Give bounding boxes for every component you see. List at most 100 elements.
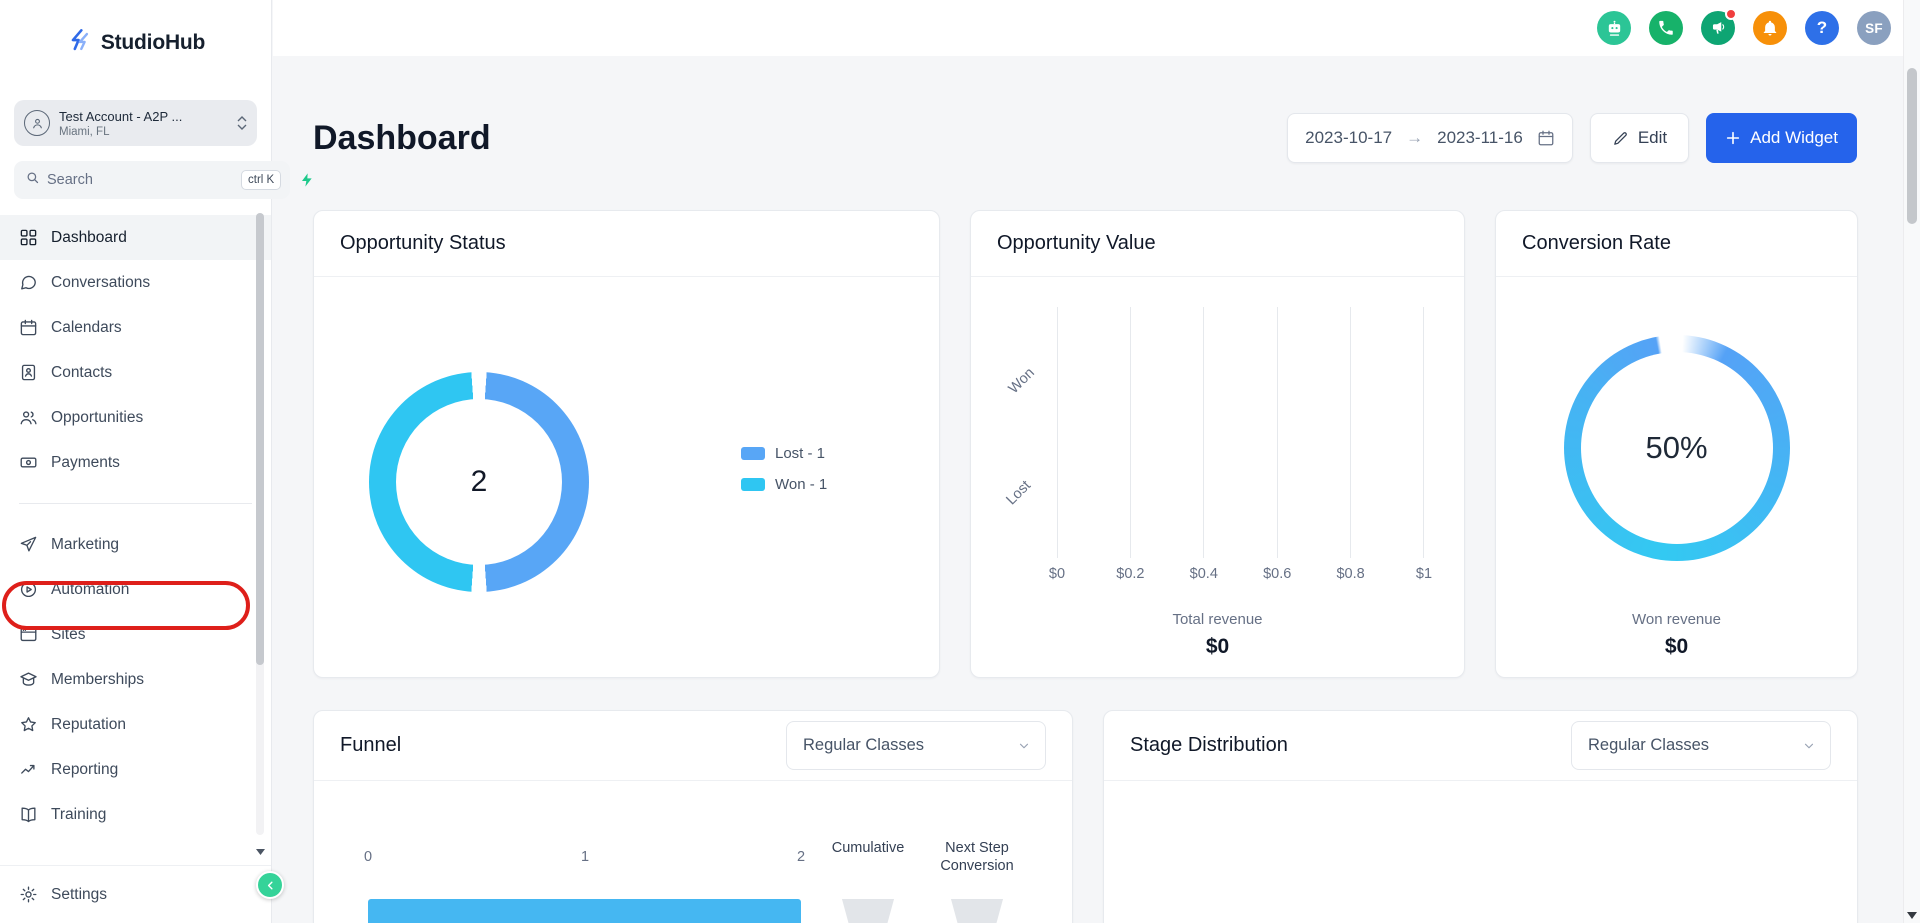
calendar-icon bbox=[19, 318, 38, 337]
trend-up-icon bbox=[19, 760, 38, 779]
sidebar-item-marketing[interactable]: Marketing bbox=[0, 522, 271, 567]
date-end: 2023-11-16 bbox=[1437, 128, 1523, 147]
play-circle-icon bbox=[19, 580, 38, 599]
sidebar-item-dashboard[interactable]: Dashboard bbox=[0, 215, 271, 260]
robot-icon bbox=[1608, 20, 1620, 36]
question-mark-icon: ? bbox=[1816, 18, 1828, 37]
search-icon bbox=[25, 170, 40, 190]
stage-distribution-filter-select[interactable]: Regular Classes bbox=[1571, 721, 1831, 770]
sidebar-item-label: Contacts bbox=[51, 363, 113, 381]
card-body: 0 1 2 Cumulative Next Step Conversion bbox=[314, 781, 1072, 923]
quick-actions-button[interactable] bbox=[299, 171, 315, 189]
chart-footer: Won revenue $0 bbox=[1496, 611, 1857, 659]
sidebar-item-training[interactable]: Training bbox=[0, 792, 271, 837]
funnel-x-tick: 2 bbox=[796, 849, 806, 865]
announcements-button[interactable] bbox=[1701, 8, 1737, 45]
sidebar-item-label: Marketing bbox=[51, 535, 120, 553]
browser-window-icon bbox=[19, 625, 38, 644]
search-box[interactable]: ctrl K bbox=[14, 161, 291, 199]
account-chevron-updown-icon bbox=[237, 116, 247, 130]
card-title: Conversion Rate bbox=[1522, 232, 1671, 254]
card-body: 50% Won revenue $0 bbox=[1496, 277, 1857, 677]
sidebar-item-reporting[interactable]: Reporting bbox=[0, 747, 271, 792]
paper-plane-icon bbox=[19, 535, 38, 554]
sidebar-collapse-button[interactable] bbox=[256, 871, 284, 899]
sidebar-item-payments[interactable]: Payments bbox=[0, 440, 271, 485]
sidebar-item-label: Memberships bbox=[51, 670, 145, 688]
x-tick: $0.2 bbox=[1116, 566, 1145, 582]
sidebar-item-settings[interactable]: Settings bbox=[0, 865, 271, 923]
chart-footer: Total revenue $0 bbox=[971, 611, 1464, 659]
sidebar-nav: Dashboard Conversations Calendars bbox=[0, 211, 271, 865]
sidebar-item-calendars[interactable]: Calendars bbox=[0, 305, 271, 350]
card-body: Won Lost $0 $0.2 $0.4 $0.6 $0.8 $1 Total… bbox=[971, 277, 1464, 677]
funnel-column-header: Cumulative bbox=[831, 840, 905, 856]
sidebar-scrollbar-thumb[interactable] bbox=[256, 213, 264, 665]
sidebar-item-label: Reputation bbox=[51, 715, 126, 733]
y-axis-label: Won bbox=[1005, 364, 1038, 398]
footer-value: $0 bbox=[1664, 635, 1689, 658]
card-title: Opportunity Status bbox=[340, 232, 506, 254]
brand-name: StudioHub bbox=[100, 31, 206, 54]
conversion-rate-card: Conversion Rate 50% Won revenue $0 bbox=[1495, 210, 1858, 678]
funnel-card: Funnel Regular Classes 0 1 2 Cumulative … bbox=[313, 710, 1073, 923]
widgets-row-2: Funnel Regular Classes 0 1 2 Cumulative … bbox=[313, 710, 1858, 923]
calendar-icon bbox=[1537, 129, 1555, 147]
select-value: Regular Classes bbox=[1588, 736, 1710, 754]
sidebar-item-label: Training bbox=[51, 805, 107, 823]
help-button[interactable]: ? bbox=[1805, 11, 1839, 45]
account-avatar-icon bbox=[24, 110, 50, 136]
legend-item: Won - 1 bbox=[741, 476, 827, 493]
search-shortcut: ctrl K bbox=[241, 170, 282, 190]
page-header: Dashboard 2023-10-17 → 2023-11-16 Edit A… bbox=[313, 113, 1857, 163]
ai-agent-button[interactable] bbox=[1597, 11, 1631, 45]
card-header: Opportunity Value bbox=[971, 211, 1464, 277]
funnel-x-tick: 0 bbox=[363, 849, 373, 865]
funnel-next-step-shape bbox=[950, 899, 1004, 923]
phone-button[interactable] bbox=[1649, 11, 1683, 45]
sidebar-divider bbox=[19, 503, 252, 504]
edit-button-label: Edit bbox=[1637, 128, 1668, 147]
account-switcher[interactable]: Test Account - A2P ... Miami, FL bbox=[14, 100, 257, 146]
page-title: Dashboard bbox=[313, 118, 491, 157]
sidebar-item-sites[interactable]: Sites bbox=[0, 612, 271, 657]
edit-button[interactable]: Edit bbox=[1589, 113, 1690, 163]
footer-value: $0 bbox=[1205, 635, 1230, 658]
stage-distribution-card: Stage Distribution Regular Classes bbox=[1103, 710, 1858, 923]
opportunity-value-bar-chart bbox=[1057, 307, 1424, 558]
notifications-button[interactable] bbox=[1753, 11, 1787, 45]
widgets-row-1: Opportunity Status 2 Lost - 1 Won - 1 Op… bbox=[313, 210, 1858, 678]
card-header: Opportunity Status bbox=[314, 211, 939, 277]
user-avatar[interactable]: SF bbox=[1857, 11, 1891, 45]
funnel-stage-bar[interactable] bbox=[368, 899, 801, 923]
page-scroll-down-icon[interactable] bbox=[1904, 912, 1920, 919]
brand-logo: StudioHub bbox=[0, 0, 271, 86]
sidebar-item-memberships[interactable]: Memberships bbox=[0, 657, 271, 702]
sidebar-scroll-down-icon[interactable] bbox=[256, 849, 265, 855]
sidebar-item-label: Conversations bbox=[51, 273, 151, 291]
sidebar-item-label: Reporting bbox=[51, 760, 119, 778]
gear-icon bbox=[19, 885, 38, 904]
add-widget-button[interactable]: Add Widget bbox=[1706, 113, 1857, 163]
sidebar-item-conversations[interactable]: Conversations bbox=[0, 260, 271, 305]
funnel-filter-select[interactable]: Regular Classes bbox=[786, 721, 1046, 770]
opportunity-status-donut-chart: 2 bbox=[369, 372, 589, 592]
sidebar-item-contacts[interactable]: Contacts bbox=[0, 350, 271, 395]
megaphone-icon bbox=[1712, 21, 1724, 34]
bell-icon bbox=[1763, 20, 1777, 36]
sidebar-item-automation[interactable]: Automation bbox=[0, 567, 271, 612]
select-value: Regular Classes bbox=[803, 736, 925, 754]
x-tick: $0.4 bbox=[1189, 566, 1218, 582]
grid-icon bbox=[19, 228, 38, 247]
page-scrollbar-track[interactable] bbox=[1903, 0, 1920, 923]
card-title: Opportunity Value bbox=[997, 232, 1156, 254]
date-range-picker[interactable]: 2023-10-17 → 2023-11-16 bbox=[1287, 113, 1573, 163]
search-input[interactable] bbox=[47, 172, 234, 188]
sidebar-item-reputation[interactable]: Reputation bbox=[0, 702, 271, 747]
page-scrollbar-thumb[interactable] bbox=[1907, 68, 1917, 224]
phone-icon bbox=[1659, 20, 1673, 35]
sidebar-item-opportunities[interactable]: Opportunities bbox=[0, 395, 271, 440]
account-info: Test Account - A2P ... Miami, FL bbox=[59, 109, 228, 138]
card-header: Funnel Regular Classes bbox=[314, 711, 1072, 781]
x-axis-ticks: $0 $0.2 $0.4 $0.6 $0.8 $1 bbox=[1049, 566, 1432, 584]
